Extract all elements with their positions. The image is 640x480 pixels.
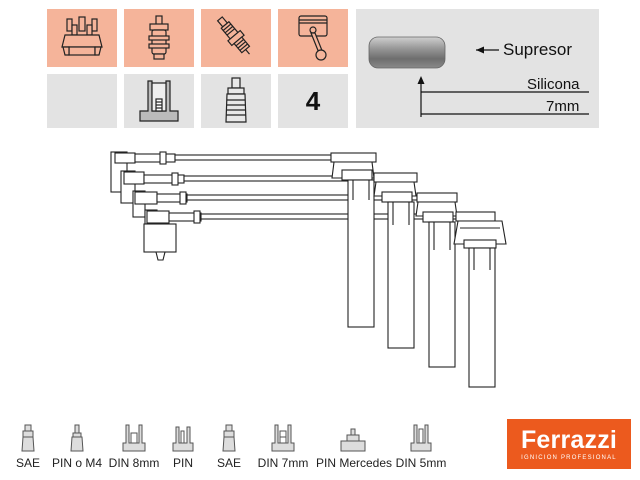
- plug-boot-4: [453, 211, 507, 388]
- pin-mercedes-terminal-icon: [340, 428, 366, 452]
- legend-label: DIN 7mm: [257, 456, 309, 470]
- coil-boot-3: [120, 170, 185, 204]
- legend-label: SAE: [216, 456, 241, 470]
- suppressor-icon: [368, 36, 589, 117]
- legend-din-7mm: DIN 7mm: [256, 423, 310, 470]
- sae-terminal-icon: [21, 424, 35, 452]
- piston-cell: [278, 9, 348, 67]
- legend-pin: PIN: [168, 423, 198, 470]
- plug-boot-icon: [225, 77, 247, 123]
- legend-label: PIN o M4: [52, 456, 103, 470]
- legend-sae-2: SAE: [212, 423, 246, 470]
- plug-boot-2: [373, 172, 418, 349]
- spark-plug-cell: [201, 9, 271, 67]
- legend-pin-m4: PIN o M4: [52, 423, 102, 470]
- coil-boot-2: [132, 190, 188, 218]
- distributor-cap-icon: [61, 16, 103, 56]
- terminal-cross-section-icon: [139, 80, 179, 122]
- legend-label: SAE: [15, 456, 40, 470]
- legend-label: DIN 5mm: [395, 456, 447, 470]
- blank-cell: [47, 74, 117, 128]
- brand-name: Ferrazzi: [520, 426, 618, 454]
- ignition-coil-cell: [124, 9, 194, 67]
- legend-label: PIN Mercedes: [316, 456, 393, 470]
- sae-terminal-icon: [222, 424, 236, 452]
- legend-label: PIN: [172, 456, 193, 470]
- plug-boot-3: [415, 192, 458, 368]
- plug-boot-cell: [201, 74, 271, 128]
- legend-din-8mm: DIN 8mm: [108, 423, 160, 470]
- din-5mm-terminal-icon: [410, 424, 432, 452]
- brand-tagline: IGNICION PROFESIONAL: [521, 455, 617, 461]
- legend-label: DIN 8mm: [108, 456, 160, 470]
- material-label: Silicona: [527, 76, 580, 93]
- ignition-wire-set-diagram: [110, 151, 507, 388]
- pin-m4-terminal-icon: [70, 424, 84, 452]
- ignition-coil-icon: [148, 15, 170, 60]
- piston-icon: [298, 15, 328, 61]
- terminal-cross-section-cell: [124, 74, 194, 128]
- cylinder-count: 4: [305, 85, 321, 116]
- ferrazzi-logo: Ferrazzi IGNICION PROFESIONAL: [507, 419, 631, 469]
- din-7mm-terminal-icon: [271, 424, 295, 452]
- suppressor-label: Supresor: [503, 40, 572, 59]
- spark-plug-icon: [216, 16, 251, 55]
- legend-din-5mm: DIN 5mm: [394, 423, 448, 470]
- legend-pin-mercedes: PIN Mercedes: [316, 423, 393, 470]
- cylinder-count-cell: 4: [278, 74, 348, 128]
- wire-spec-panel: Supresor Silicona 7mm: [356, 9, 599, 128]
- din-8mm-terminal-icon: [122, 424, 146, 452]
- pin-terminal-icon: [172, 426, 194, 452]
- legend-sae: SAE: [12, 423, 44, 470]
- plug-boot-1: [330, 152, 377, 328]
- coil-boot-1: [143, 209, 202, 261]
- distributor-cap-cell: [47, 9, 117, 67]
- diameter-label: 7mm: [546, 98, 580, 115]
